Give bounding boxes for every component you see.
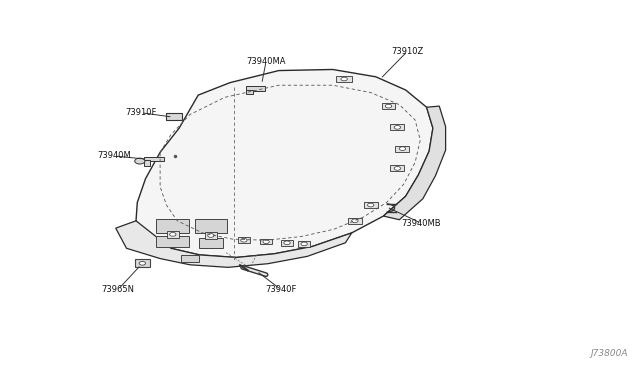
Bar — [181, 255, 199, 262]
Bar — [195, 219, 227, 233]
Text: 73940F: 73940F — [265, 285, 296, 294]
Bar — [364, 202, 378, 208]
Bar — [205, 232, 216, 239]
Bar — [167, 231, 179, 238]
Circle shape — [139, 262, 145, 265]
Bar — [199, 238, 223, 248]
Text: 73940MA: 73940MA — [246, 57, 286, 66]
Circle shape — [135, 158, 145, 164]
Text: 73910F: 73910F — [125, 108, 157, 117]
Text: 73965N: 73965N — [102, 285, 135, 294]
Bar — [281, 240, 293, 246]
Bar — [390, 125, 404, 130]
Bar — [390, 166, 404, 171]
Circle shape — [301, 242, 307, 246]
Circle shape — [241, 238, 247, 242]
Circle shape — [399, 147, 406, 150]
Bar — [143, 157, 164, 161]
Bar — [166, 113, 182, 120]
Bar — [156, 219, 189, 233]
Bar — [246, 86, 266, 91]
Circle shape — [208, 234, 214, 237]
Circle shape — [341, 77, 348, 81]
Polygon shape — [383, 106, 445, 220]
Text: 73940MB: 73940MB — [402, 219, 442, 228]
Circle shape — [263, 240, 269, 244]
Text: J73800A: J73800A — [590, 349, 628, 358]
Bar — [337, 76, 352, 82]
Circle shape — [352, 219, 358, 223]
Bar — [237, 237, 250, 243]
Bar — [246, 90, 253, 94]
Bar — [381, 103, 396, 109]
Bar — [396, 146, 410, 151]
Circle shape — [367, 203, 374, 207]
Bar — [298, 241, 310, 247]
Bar — [348, 218, 362, 224]
Bar — [260, 239, 273, 244]
Circle shape — [385, 104, 392, 108]
Text: 73940M: 73940M — [97, 151, 131, 160]
Bar — [135, 259, 150, 267]
Circle shape — [284, 241, 290, 245]
Bar — [143, 160, 150, 166]
Polygon shape — [116, 221, 352, 267]
Bar — [156, 236, 189, 247]
Circle shape — [170, 232, 176, 236]
Text: 73910Z: 73910Z — [392, 46, 424, 56]
Polygon shape — [136, 70, 433, 257]
Circle shape — [394, 167, 401, 170]
Circle shape — [394, 125, 401, 129]
